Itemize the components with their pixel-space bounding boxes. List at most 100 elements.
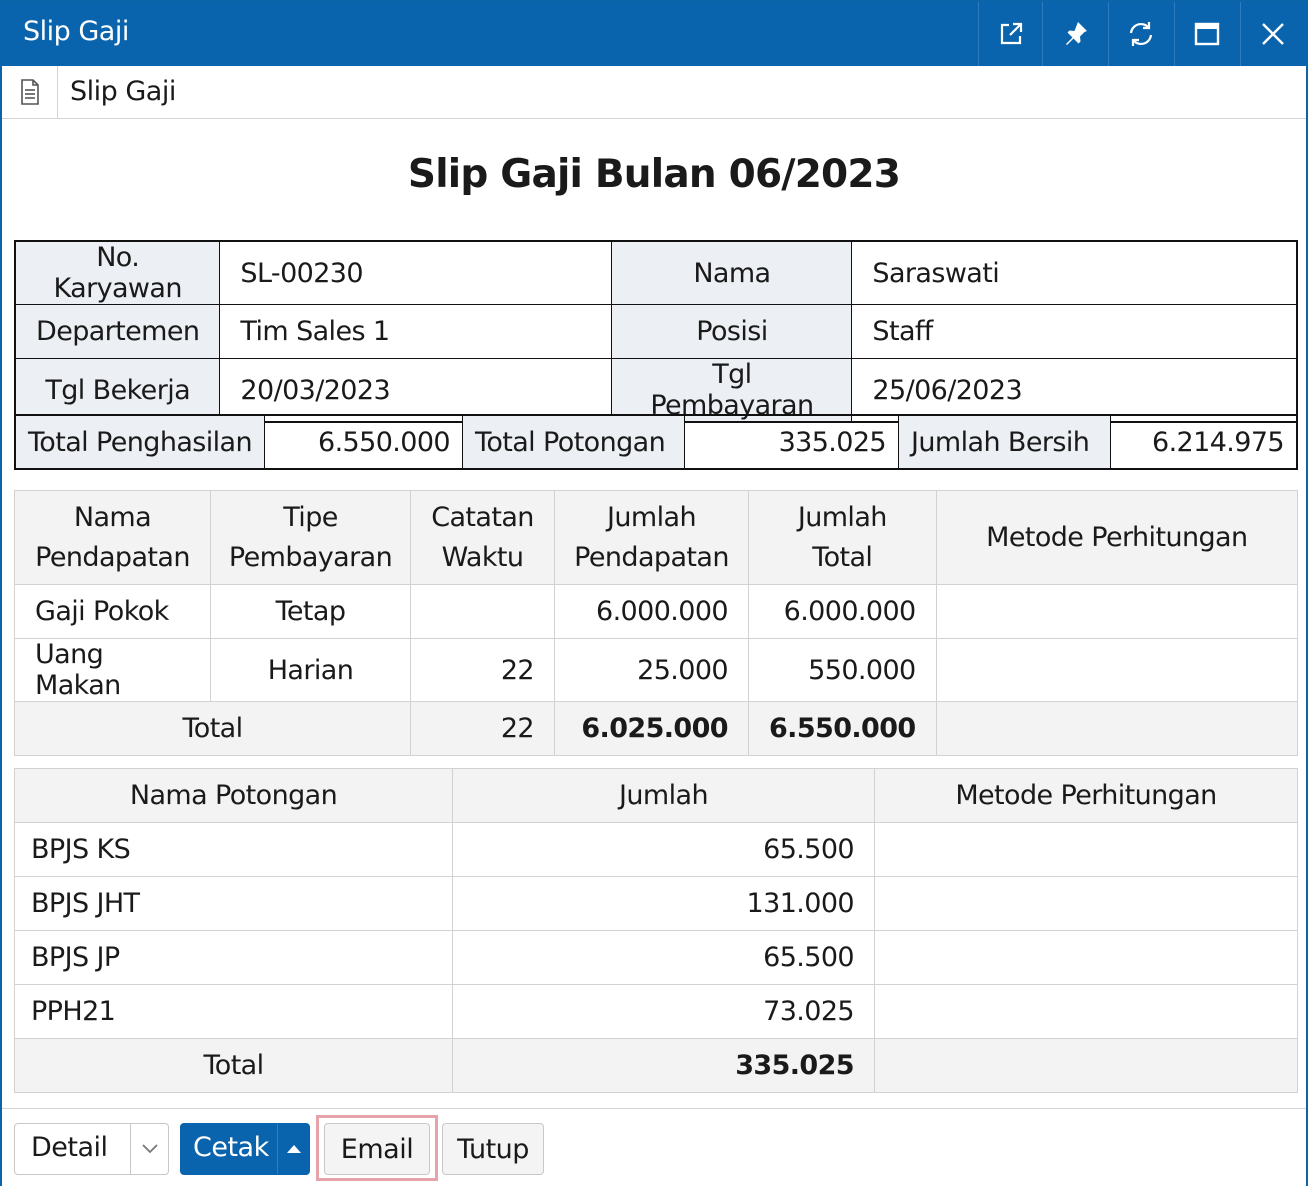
earnings-total-row: Total 22 6.025.000 6.550.000 — [14, 701, 1299, 756]
header-metode-perhitungan-potongan: Metode Perhitungan — [874, 768, 1298, 823]
header-nama-pendapatan: Nama Pendapatan — [14, 490, 211, 585]
earning-time — [410, 584, 555, 639]
table-row: BPJS KS 65.500 — [14, 822, 1298, 877]
maximize-icon — [1194, 22, 1219, 46]
table-row: PPH21 73.025 — [14, 984, 1298, 1039]
total-potongan-value: 335.025 — [684, 414, 900, 470]
jumlah-bersih-label: Jumlah Bersih — [898, 414, 1112, 470]
earning-amount: 25.000 — [554, 638, 749, 702]
header-jumlah-pendapatan: Jumlah Pendapatan — [554, 490, 749, 585]
table-row: Uang Makan Harian 22 25.000 550.000 — [14, 638, 1299, 702]
page-title: Slip Gaji Bulan 06/2023 — [407, 152, 901, 197]
table-row: Gaji Pokok Tetap 6.000.000 6.000.000 — [14, 584, 1299, 639]
deduction-name: BPJS KS — [14, 822, 453, 877]
footer-toolbar: Detail Cetak Email Tutup — [2, 1108, 1306, 1186]
tgl-bekerja-label: Tgl Bekerja — [14, 358, 221, 423]
deduction-amount: 131.000 — [452, 876, 875, 931]
refresh-button[interactable] — [1108, 2, 1172, 66]
earning-method — [935, 638, 1299, 702]
deduction-name: BPJS JHT — [14, 876, 453, 931]
close-icon — [1261, 23, 1284, 45]
external-link-button[interactable] — [978, 2, 1042, 66]
tab-icon-container — [2, 66, 58, 118]
earning-total: 550.000 — [748, 638, 937, 702]
title-bar: Slip Gaji — [2, 2, 1306, 66]
summary-table: Total Penghasilan 6.550.000 Total Potong… — [14, 414, 1298, 470]
tgl-pembayaran-label: Tgl Pembayaran — [611, 358, 853, 423]
detail-dropdown[interactable]: Detail — [14, 1123, 169, 1175]
deduction-method — [874, 822, 1298, 877]
deduction-amount: 65.500 — [452, 822, 875, 877]
pin-button[interactable] — [1042, 2, 1106, 66]
jumlah-bersih-value: 6.214.975 — [1110, 414, 1298, 470]
header-jumlah-total: Jumlah Total — [748, 490, 937, 585]
caret-up-icon — [286, 1145, 301, 1153]
departemen-label: Departemen — [14, 304, 221, 359]
earnings-table: Nama Pendapatan Tipe Pembayaran Catatan Wak… — [14, 490, 1299, 756]
earning-name: Uang Makan — [14, 638, 211, 702]
posisi-value: Staff — [851, 304, 1298, 359]
chevron-down-icon — [141, 1144, 158, 1154]
deductions-total-amount: 335.025 — [452, 1038, 875, 1093]
header-nama-potongan: Nama Potongan — [14, 768, 453, 823]
deduction-name: PPH21 — [14, 984, 453, 1039]
nama-value: Saraswati — [851, 240, 1298, 305]
header-tipe-pembayaran: Tipe Pembayaran — [210, 490, 411, 585]
employee-info-table: No. Karyawan SL-00230 Nama Saraswati Dep… — [14, 240, 1298, 423]
document-icon — [20, 79, 39, 105]
cetak-button[interactable]: Cetak — [180, 1123, 310, 1175]
earning-name: Gaji Pokok — [14, 584, 211, 639]
total-potongan-label: Total Potongan — [462, 414, 686, 470]
window-title: Slip Gaji — [23, 16, 129, 47]
deduction-amount: 73.025 — [452, 984, 875, 1039]
cetak-menu-toggle[interactable] — [277, 1124, 309, 1174]
tutup-button[interactable]: Tutup — [442, 1123, 544, 1175]
email-focus-ring — [316, 1115, 438, 1181]
no-karyawan-value: SL-00230 — [219, 240, 613, 305]
tab-slip-gaji[interactable]: Slip Gaji — [70, 76, 176, 107]
close-button[interactable] — [1240, 2, 1304, 66]
earnings-total-time: 22 — [410, 701, 555, 756]
no-karyawan-label: No. Karyawan — [14, 240, 221, 305]
earnings-total-label: Total — [14, 701, 411, 756]
header-catatan-waktu: Catatan Waktu — [410, 490, 555, 585]
refresh-icon — [1129, 22, 1152, 46]
detail-dropdown-toggle[interactable] — [130, 1124, 168, 1174]
table-row: BPJS JP 65.500 — [14, 930, 1298, 985]
earning-method — [935, 584, 1299, 639]
tgl-bekerja-value: 20/03/2023 — [219, 358, 613, 423]
cetak-label: Cetak — [193, 1132, 269, 1163]
email-button[interactable]: Email — [324, 1123, 430, 1175]
table-row: BPJS JHT 131.000 — [14, 876, 1298, 931]
maximize-button[interactable] — [1174, 2, 1238, 66]
total-penghasilan-label: Total Penghasilan — [14, 414, 266, 470]
deductions-total-method — [874, 1038, 1298, 1093]
earning-type: Harian — [210, 638, 411, 702]
earnings-total-sum: 6.550.000 — [748, 701, 937, 756]
tgl-pembayaran-value: 25/06/2023 — [851, 358, 1298, 423]
tab-bar: Slip Gaji — [2, 66, 1306, 119]
pin-icon — [1065, 22, 1087, 45]
detail-label: Detail — [31, 1132, 108, 1163]
deduction-name: BPJS JP — [14, 930, 453, 985]
deduction-method — [874, 930, 1298, 985]
header-metode-perhitungan: Metode Perhitungan — [935, 490, 1299, 585]
deductions-total-label: Total — [14, 1038, 453, 1093]
deductions-table: Nama Potongan Jumlah Metode Perhitungan … — [14, 768, 1298, 1093]
total-penghasilan-value: 6.550.000 — [264, 414, 464, 470]
earning-time: 22 — [410, 638, 555, 702]
departemen-value: Tim Sales 1 — [219, 304, 613, 359]
nama-label: Nama — [611, 240, 853, 305]
earning-type: Tetap — [210, 584, 411, 639]
deduction-method — [874, 876, 1298, 931]
header-jumlah: Jumlah — [452, 768, 875, 823]
earnings-total-amount: 6.025.000 — [554, 701, 749, 756]
deduction-amount: 65.500 — [452, 930, 875, 985]
deductions-total-row: Total 335.025 — [14, 1038, 1298, 1093]
deduction-method — [874, 984, 1298, 1039]
earnings-total-method — [935, 701, 1299, 756]
external-link-icon — [1000, 22, 1022, 45]
earning-amount: 6.000.000 — [554, 584, 749, 639]
earning-total: 6.000.000 — [748, 584, 937, 639]
